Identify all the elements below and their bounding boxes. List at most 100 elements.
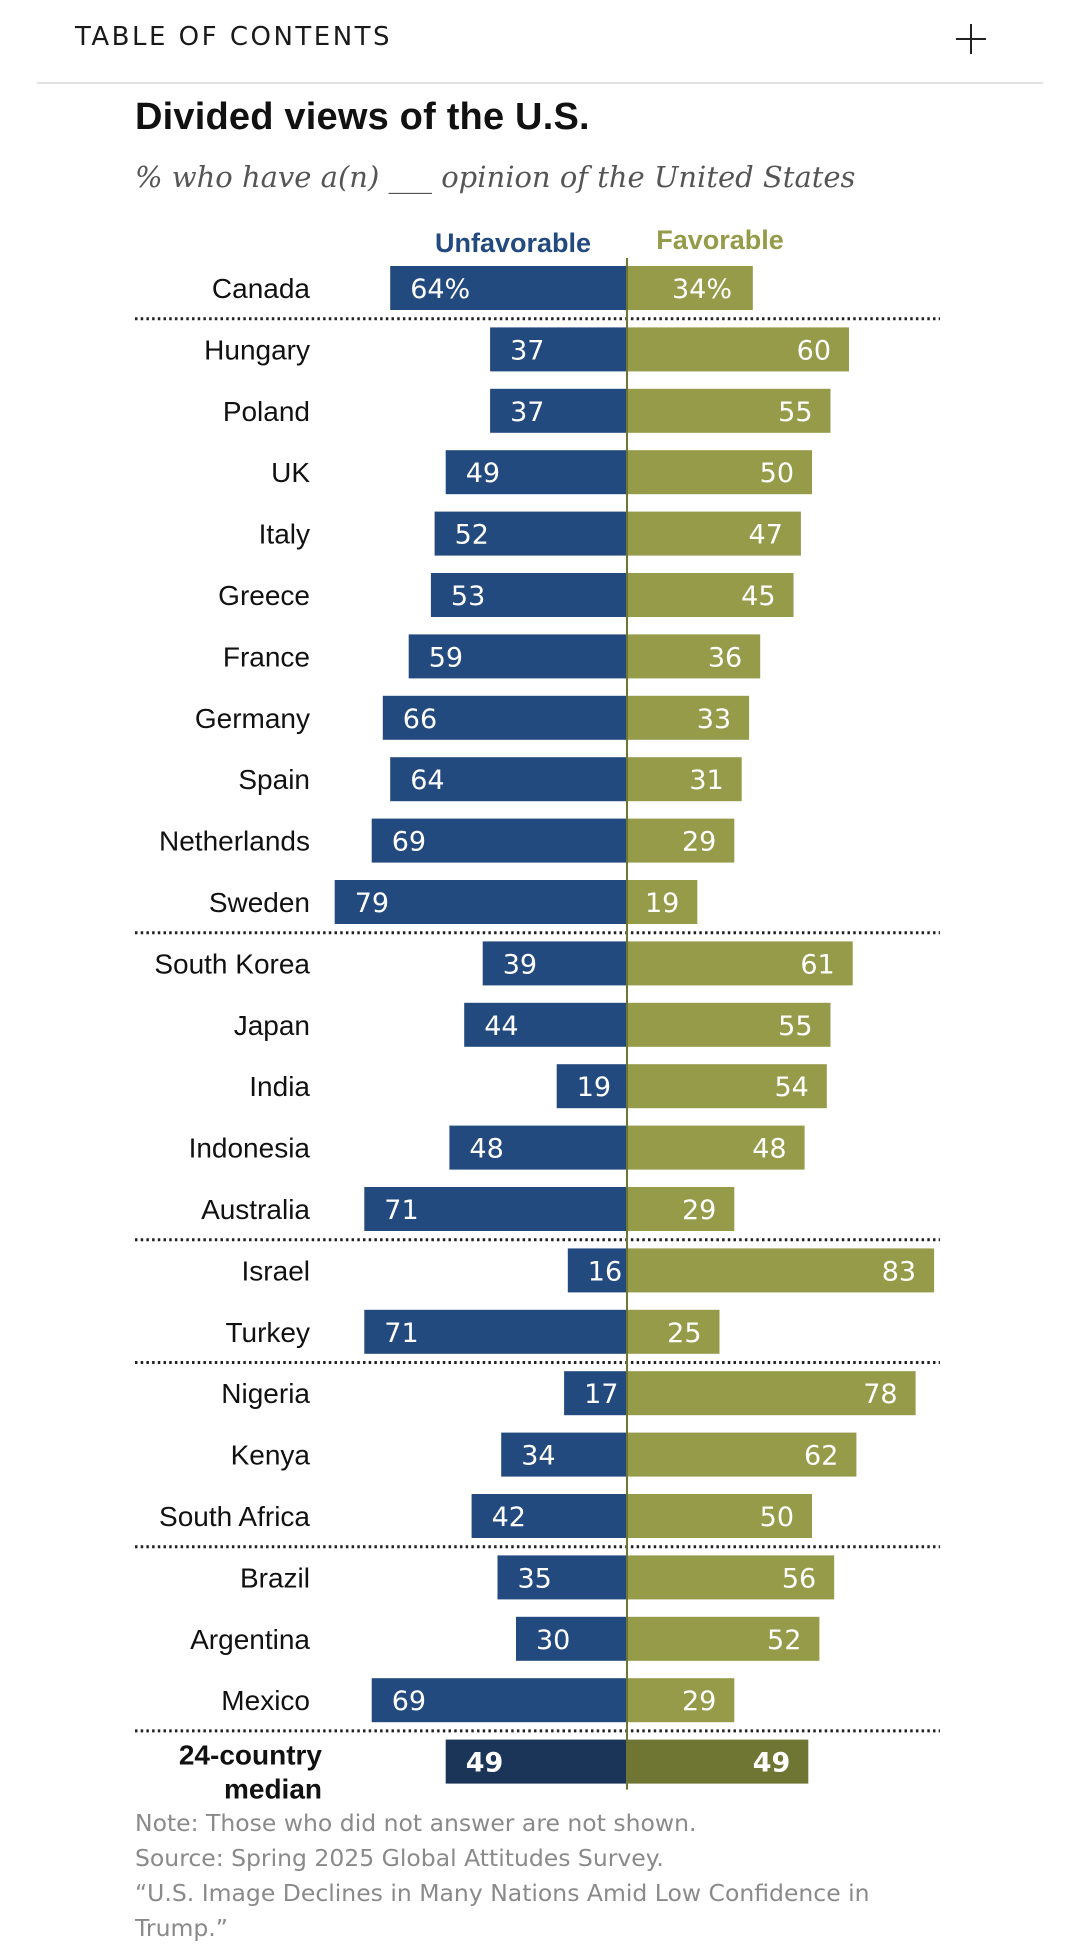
data-label-unfavorable-canada: 64% [410,274,470,305]
data-label-favorable-italy: 47 [749,520,783,551]
data-label-favorable-south-africa: 50 [760,1502,794,1533]
bar-favorable-netherlands [627,818,735,863]
data-label-unfavorable-italy: 52 [455,520,489,551]
bar-favorable-turkey [627,1309,720,1354]
data-label-unfavorable-turkey: 71 [384,1318,418,1349]
bar-favorable-france [627,634,761,679]
data-label-favorable-france: 36 [708,642,742,673]
data-label-favorable-nigeria: 78 [863,1379,897,1410]
data-label-unfavorable-nigeria: 17 [584,1379,618,1410]
bar-unfavorable-kenya [501,1432,627,1477]
category-label-canada: Canada [212,273,311,304]
data-label-favorable-greece: 45 [741,581,775,612]
data-label-unfavorable-south-africa: 42 [492,1502,526,1533]
data-label-unfavorable-argentina: 30 [536,1625,570,1656]
category-label-uk: UK [271,457,310,488]
bar-unfavorable-israel [567,1248,627,1293]
category-label-israel: Israel [242,1255,310,1286]
category-label-australia: Australia [201,1194,310,1225]
data-label-favorable-japan: 55 [778,1011,812,1042]
data-label-favorable-israel: 83 [882,1256,916,1287]
bar-favorable-poland [627,388,831,433]
bar-unfavorable-brazil [497,1555,627,1600]
bar-favorable-india [627,1064,827,1109]
data-label-unfavorable-greece: 53 [451,581,485,612]
data-label-unfavorable-sweden: 79 [355,888,389,919]
category-label-france: France [223,641,310,672]
data-label-favorable-canada: 34% [672,274,732,305]
bar-unfavorable-uk [445,450,627,495]
bar-favorable-mexico [627,1678,735,1723]
data-label-favorable-spain: 31 [689,765,723,796]
bar-unfavorable-greece [430,573,627,617]
bar-unfavorable-poland [490,388,627,433]
bar-unfavorable-australia [364,1187,627,1231]
report-title-text-continued: Trump.” [135,1914,228,1942]
data-label-favorable-poland: 55 [778,397,812,428]
category-label-south-africa: South Africa [159,1501,310,1532]
legend-unfavorable: Unfavorable [435,228,591,258]
data-label-favorable-india: 54 [774,1072,808,1103]
bar-unfavorable-netherlands [371,818,627,863]
data-label-favorable-kenya: 62 [804,1441,838,1472]
table-of-contents-bar[interactable]: TABLE OF CONTENTS [37,0,1043,84]
bar-favorable-kenya [627,1432,857,1477]
bar-unfavorable-france [408,634,627,679]
data-label-unfavorable-israel: 16 [588,1256,622,1287]
category-label-italy: Italy [259,519,310,550]
bar-favorable-japan [627,1002,831,1047]
bar-favorable-uk [627,450,812,495]
bar-favorable-south-korea [627,941,853,986]
data-label-unfavorable-france: 59 [429,642,463,673]
bar-unfavorable-24-country-median [445,1739,627,1784]
bar-favorable-australia [627,1187,735,1231]
data-label-unfavorable-kenya: 34 [521,1441,555,1472]
data-label-unfavorable-mexico: 69 [392,1686,426,1717]
data-label-unfavorable-uk: 49 [466,458,500,489]
bar-favorable-sweden [627,880,698,924]
bar-favorable-canada [627,266,753,310]
category-label-japan: Japan [234,1010,310,1041]
bar-unfavorable-germany [382,695,627,740]
data-label-favorable-mexico: 29 [682,1686,716,1717]
data-label-favorable-south-korea: 61 [800,949,834,980]
bar-favorable-24-country-median [627,1739,809,1784]
category-label-greece: Greece [218,580,310,611]
category-label-germany: Germany [195,703,310,734]
category-label-kenya: Kenya [231,1440,311,1471]
bar-unfavorable-mexico [371,1678,627,1723]
data-label-favorable-argentina: 52 [767,1625,801,1656]
bar-favorable-germany [627,695,750,740]
plus-icon[interactable] [954,22,988,56]
category-label-india: India [249,1071,310,1102]
data-label-unfavorable-24-country-median: 49 [466,1748,504,1779]
bar-favorable-greece [627,573,794,617]
bar-unfavorable-japan [464,1002,627,1047]
data-label-unfavorable-india: 19 [577,1072,611,1103]
category-label-median: 24-country median [179,1740,323,1805]
bar-favorable-south-africa [627,1494,812,1538]
bar-unfavorable-canada [390,266,627,310]
data-label-unfavorable-brazil: 35 [518,1563,552,1594]
category-label-median-line: 24-country [179,1740,323,1771]
data-label-unfavorable-australia: 71 [384,1195,418,1226]
category-label-mexico: Mexico [221,1685,310,1716]
data-label-unfavorable-poland: 37 [510,397,544,428]
data-label-favorable-turkey: 25 [667,1318,701,1349]
bar-favorable-italy [627,511,801,556]
bar-unfavorable-south-korea [482,941,627,986]
bar-unfavorable-italy [434,511,627,556]
category-label-sweden: Sweden [209,887,310,918]
data-label-favorable-sweden: 19 [645,888,679,919]
data-label-favorable-hungary: 60 [797,335,831,366]
category-label-indonesia: Indonesia [189,1133,311,1164]
category-label-hungary: Hungary [204,334,310,365]
bar-unfavorable-hungary [490,327,627,372]
table-of-contents-label[interactable]: TABLE OF CONTENTS [75,22,393,52]
data-label-unfavorable-south-korea: 39 [503,949,537,980]
data-label-unfavorable-japan: 44 [484,1011,518,1042]
bar-favorable-hungary [627,327,849,372]
data-label-favorable-24-country-median: 49 [753,1748,791,1779]
bar-unfavorable-india [556,1064,627,1109]
